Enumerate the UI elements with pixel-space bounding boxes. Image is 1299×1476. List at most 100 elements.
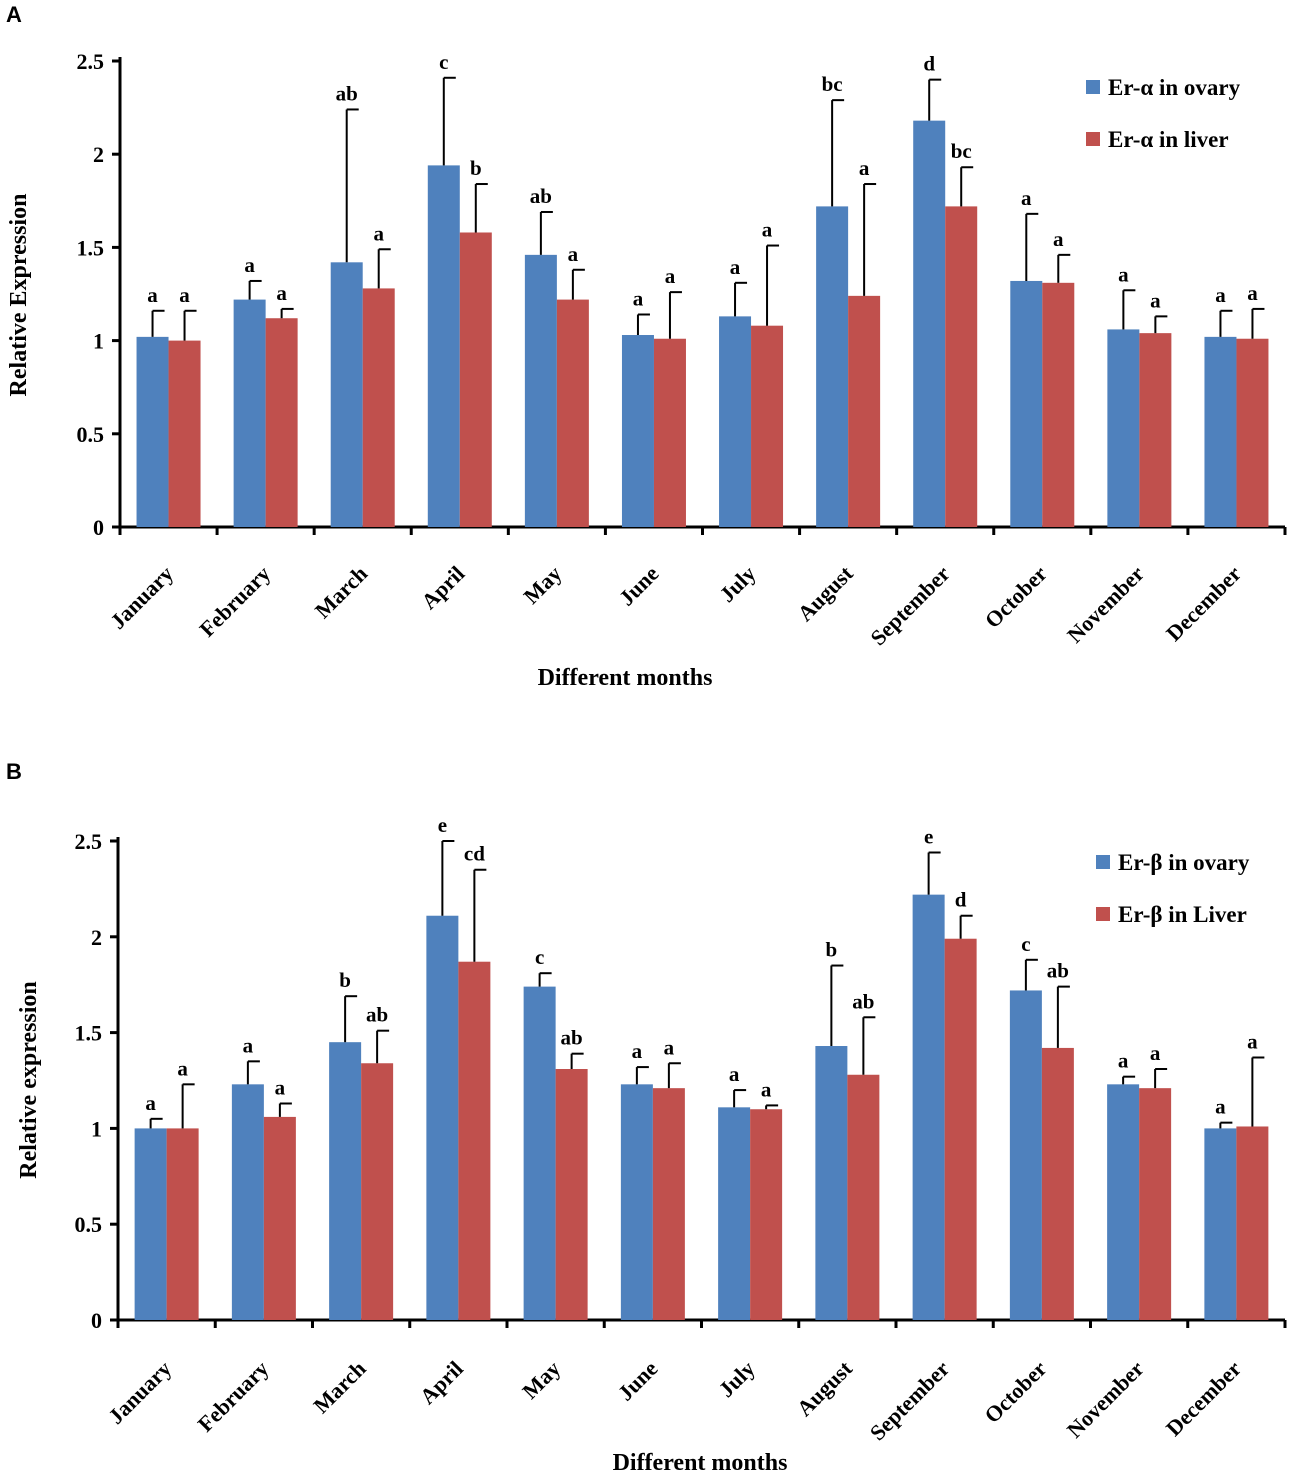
bar-liver [1236,338,1269,527]
significance-label: a [1247,1030,1258,1054]
x-category-label: March [310,561,372,623]
bar-liver [1042,282,1075,527]
x-axis-title: Different months [538,665,713,691]
bar-liver [555,1069,588,1320]
significance-label: a [632,1039,643,1063]
y-axis-title: Relative Expression [6,194,32,397]
significance-label: e [438,813,447,837]
significance-label: a [859,156,870,180]
bar-liver [459,232,492,527]
significance-label: ab [336,81,358,105]
bar-liver [1236,1126,1269,1320]
x-axis-title: Different months [613,1450,788,1476]
significance-label: d [923,52,935,76]
x-category-label: May [518,561,566,609]
significance-label: b [826,938,838,962]
significance-label: a [244,253,255,277]
bar-ovary [427,165,460,527]
x-category-label: September [865,561,955,651]
significance-label: b [470,156,482,180]
bar-liver [166,1128,199,1320]
bar-liver [848,295,881,527]
panel-label-a: A [6,2,22,27]
x-category-label: June [613,1356,663,1406]
y-tick-label: 0 [93,515,104,540]
bar-ovary [524,254,557,527]
y-tick-label: 2 [91,925,102,950]
bar-liver [1139,333,1172,527]
bar-ovary [719,316,752,527]
x-category-label: April [416,561,469,614]
bar-liver [750,1109,783,1320]
significance-label: c [535,945,544,969]
x-category-label: August [792,1355,858,1421]
significance-label: a [761,1077,772,1101]
bar-ovary [523,986,556,1320]
bar-ovary [621,335,654,527]
significance-label: ab [561,1026,583,1050]
x-category-label: July [713,1356,759,1402]
x-category-label: January [103,1356,176,1429]
bar-ovary [1009,990,1042,1320]
significance-label: cd [464,842,485,866]
legend-label-ovary: Er-β in ovary [1118,850,1250,875]
panel-label-b: B [6,759,22,784]
y-tick-label: 1.5 [77,235,105,260]
y-tick-label: 0 [91,1308,102,1333]
x-category-label: December [1161,561,1246,646]
bar-ovary [231,1084,264,1320]
significance-label: c [439,50,448,74]
bar-ovary [1107,1084,1140,1320]
significance-label: ab [366,1003,388,1027]
legend-label-liver: Er-β in Liver [1118,902,1247,927]
bar-liver [652,1088,685,1320]
bar-liver [265,318,298,527]
y-tick-label: 2.5 [77,49,105,74]
x-category-label: November [1062,1356,1149,1443]
bar-ovary [426,915,459,1320]
y-tick-label: 2 [93,142,104,167]
bar-ovary [329,1042,362,1320]
significance-label: ab [1047,959,1069,983]
significance-label: a [177,1056,188,1080]
significance-label: a [1118,1049,1129,1073]
y-tick-label: 0.5 [75,1212,103,1237]
bar-ovary [1204,1128,1237,1320]
bar-liver [847,1074,880,1320]
y-tick-label: 2.5 [75,829,103,854]
x-category-label: November [1062,561,1149,648]
bar-liver [944,938,977,1320]
significance-label: a [243,1033,254,1057]
significance-label: a [730,255,741,279]
x-category-label: June [614,561,664,611]
x-category-label: September [865,1356,955,1446]
bar-liver [458,961,491,1320]
x-category-label: December [1161,1356,1246,1441]
significance-label: a [1150,288,1161,312]
x-category-label: August [792,560,858,626]
significance-label: a [729,1062,740,1086]
x-category-label: May [517,1356,565,1404]
legend-swatch-ovary [1096,855,1110,869]
significance-label: a [762,218,773,242]
y-tick-label: 0.5 [77,422,105,447]
bar-liver [168,340,201,527]
significance-label: a [275,1075,286,1099]
significance-label: e [924,824,933,848]
bar-liver [556,299,589,527]
significance-label: a [179,283,190,307]
bar-ovary [330,262,363,527]
significance-label: c [1021,932,1030,956]
bar-liver [653,338,686,527]
y-tick-label: 1.5 [75,1021,103,1046]
bar-ovary [134,1128,167,1320]
significance-label: a [1118,262,1129,286]
significance-label: a [1247,281,1258,305]
significance-label: ab [530,184,552,208]
legend-swatch-ovary [1086,80,1100,94]
bar-ovary [136,336,169,527]
bar-liver [751,325,784,527]
y-tick-label: 1 [91,1116,102,1141]
